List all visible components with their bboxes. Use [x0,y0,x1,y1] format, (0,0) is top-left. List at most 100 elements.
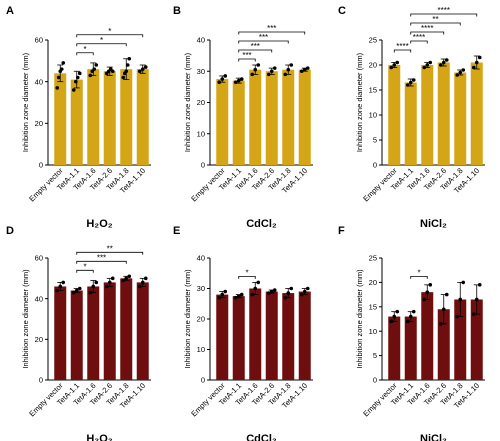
significance-bracket [238,49,273,53]
bar [282,69,295,165]
data-point [395,309,400,314]
data-point [299,292,304,297]
bar [216,79,229,165]
data-point [88,290,93,295]
significance-label: **** [396,42,408,51]
data-point [71,88,76,92]
y-tick-label: 20 [369,61,377,70]
data-point [405,319,410,324]
treatment-label: CdCl₂ [246,218,277,230]
data-point [94,280,99,285]
significance-bracket [410,276,428,279]
bar [216,294,229,380]
data-point [269,289,274,294]
significance-label: *** [267,24,276,33]
bar [120,69,133,165]
y-tick-label: 20 [197,98,205,107]
bar [87,69,100,165]
data-point [389,319,394,324]
data-point [283,295,288,300]
bar [454,72,467,165]
data-point [92,67,97,71]
panel-letter: F [338,225,345,237]
significance-bracket [76,251,144,255]
y-tick-label: 0 [39,376,43,385]
y-tick-label: 30 [197,67,205,76]
data-point [256,63,261,67]
data-point [444,292,449,297]
y-tick-label: 10 [369,111,377,120]
data-point [461,280,466,285]
data-point [77,286,82,291]
data-point [233,80,238,84]
data-point [140,280,145,285]
significance-bracket [410,13,478,17]
significance-bracket [238,276,256,279]
data-point [56,75,61,80]
data-point [110,69,115,74]
data-point [127,56,132,61]
data-point [411,309,416,314]
y-tick-label: 40 [35,294,43,303]
y-tick-label: 40 [35,77,43,86]
data-point [75,75,80,80]
significance-label: * [83,262,86,271]
data-point [458,297,463,302]
y-tick-label: 10 [197,345,205,354]
significance-label: * [83,45,86,54]
data-point [272,66,277,70]
bar [437,62,450,165]
data-point [441,60,446,65]
bar [454,299,467,380]
data-point [74,288,79,293]
data-point [428,283,433,287]
bar [298,69,311,165]
data-point [471,312,476,316]
panel-letter: B [173,5,181,17]
data-point [286,291,291,295]
data-point [110,276,115,281]
significance-bracket [238,40,289,44]
data-point [125,63,130,67]
y-tick-label: 10 [369,327,377,336]
data-point [253,67,258,72]
data-point [272,288,277,292]
data-point [124,276,129,281]
y-tick-label: 0 [201,161,205,170]
bar [54,286,67,380]
y-axis-title: Inhibition zone diameter (mm) [183,269,192,369]
y-tick-label: 20 [35,119,43,128]
y-tick-label: 0 [373,161,377,170]
data-point [250,292,255,297]
data-point [289,63,294,67]
treatment-label: NiCl₂ [420,433,447,441]
significance-bracket [238,31,306,35]
bar [249,69,262,165]
bar [421,65,434,165]
data-point [392,314,397,319]
bar [388,316,401,380]
y-axis-title: Inhibition zone diameter (mm) [21,52,30,152]
data-point [441,307,446,312]
data-point [250,72,255,77]
panel-C: C 0 5 10 15 20 25 Inhibition zone diameter (mm)… [338,5,485,230]
y-tick-label: 60 [35,36,43,45]
data-point [88,73,93,78]
significance-label: *** [259,33,268,42]
significance-label: ** [107,244,113,253]
y-tick-label: 5 [373,351,377,360]
panel-letter: D [6,225,14,237]
data-point [408,314,413,319]
bar [388,65,401,165]
data-point [305,66,310,70]
data-point [455,314,460,319]
y-tick-label: 15 [369,302,377,311]
data-point [408,80,413,85]
y-axis-title: Inhibition zone diameter (mm) [355,269,364,369]
significance-label: *** [251,42,260,51]
bar [265,291,278,380]
data-point [405,83,410,87]
data-point [305,286,310,291]
y-axis-title: Inhibition zone diameter (mm) [21,269,30,369]
